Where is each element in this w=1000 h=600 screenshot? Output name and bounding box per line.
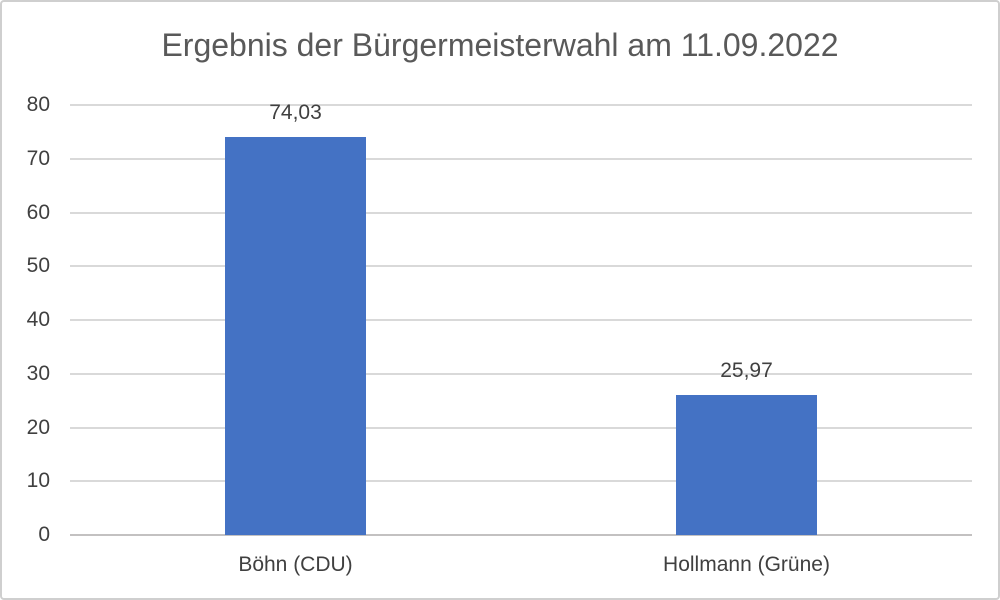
x-axis-line <box>70 534 972 536</box>
bar-boehn-cdu <box>225 137 366 535</box>
y-axis-tick-label: 80 <box>26 93 50 116</box>
y-gridline <box>70 319 972 321</box>
bar-value-label: 25,97 <box>720 359 773 383</box>
y-gridline <box>70 157 972 160</box>
y-axis-tick-label: 30 <box>26 361 50 385</box>
y-axis-tick-label: 70 <box>26 146 50 170</box>
y-gridline <box>70 426 972 429</box>
y-axis-tick-label: 20 <box>26 415 50 439</box>
y-gridline <box>70 211 972 214</box>
y-axis-tick-label: 0 <box>38 523 50 546</box>
y-axis-tick-label: 60 <box>26 200 50 224</box>
y-axis-tick-label: 50 <box>26 254 50 278</box>
bar-value-label: 74,03 <box>269 101 322 125</box>
y-gridline <box>70 265 972 268</box>
y-gridline <box>70 104 972 106</box>
x-axis-category-label: Hollmann (Grüne) <box>663 553 830 576</box>
y-axis-tick-label: 10 <box>26 469 50 493</box>
chart-title: Ergebnis der Bürgermeisterwahl am 11.09.… <box>161 27 839 63</box>
y-gridline <box>70 372 972 375</box>
y-axis-tick-label: 40 <box>26 308 50 331</box>
plot-area: 0 10 20 30 40 50 60 70 80 74,03 Böhn (CDU) 25,97 Hol… <box>27 94 972 576</box>
x-axis-category-label: Böhn (CDU) <box>238 553 353 576</box>
y-gridline <box>70 480 972 483</box>
bar-hollmann-gruene <box>676 395 817 535</box>
